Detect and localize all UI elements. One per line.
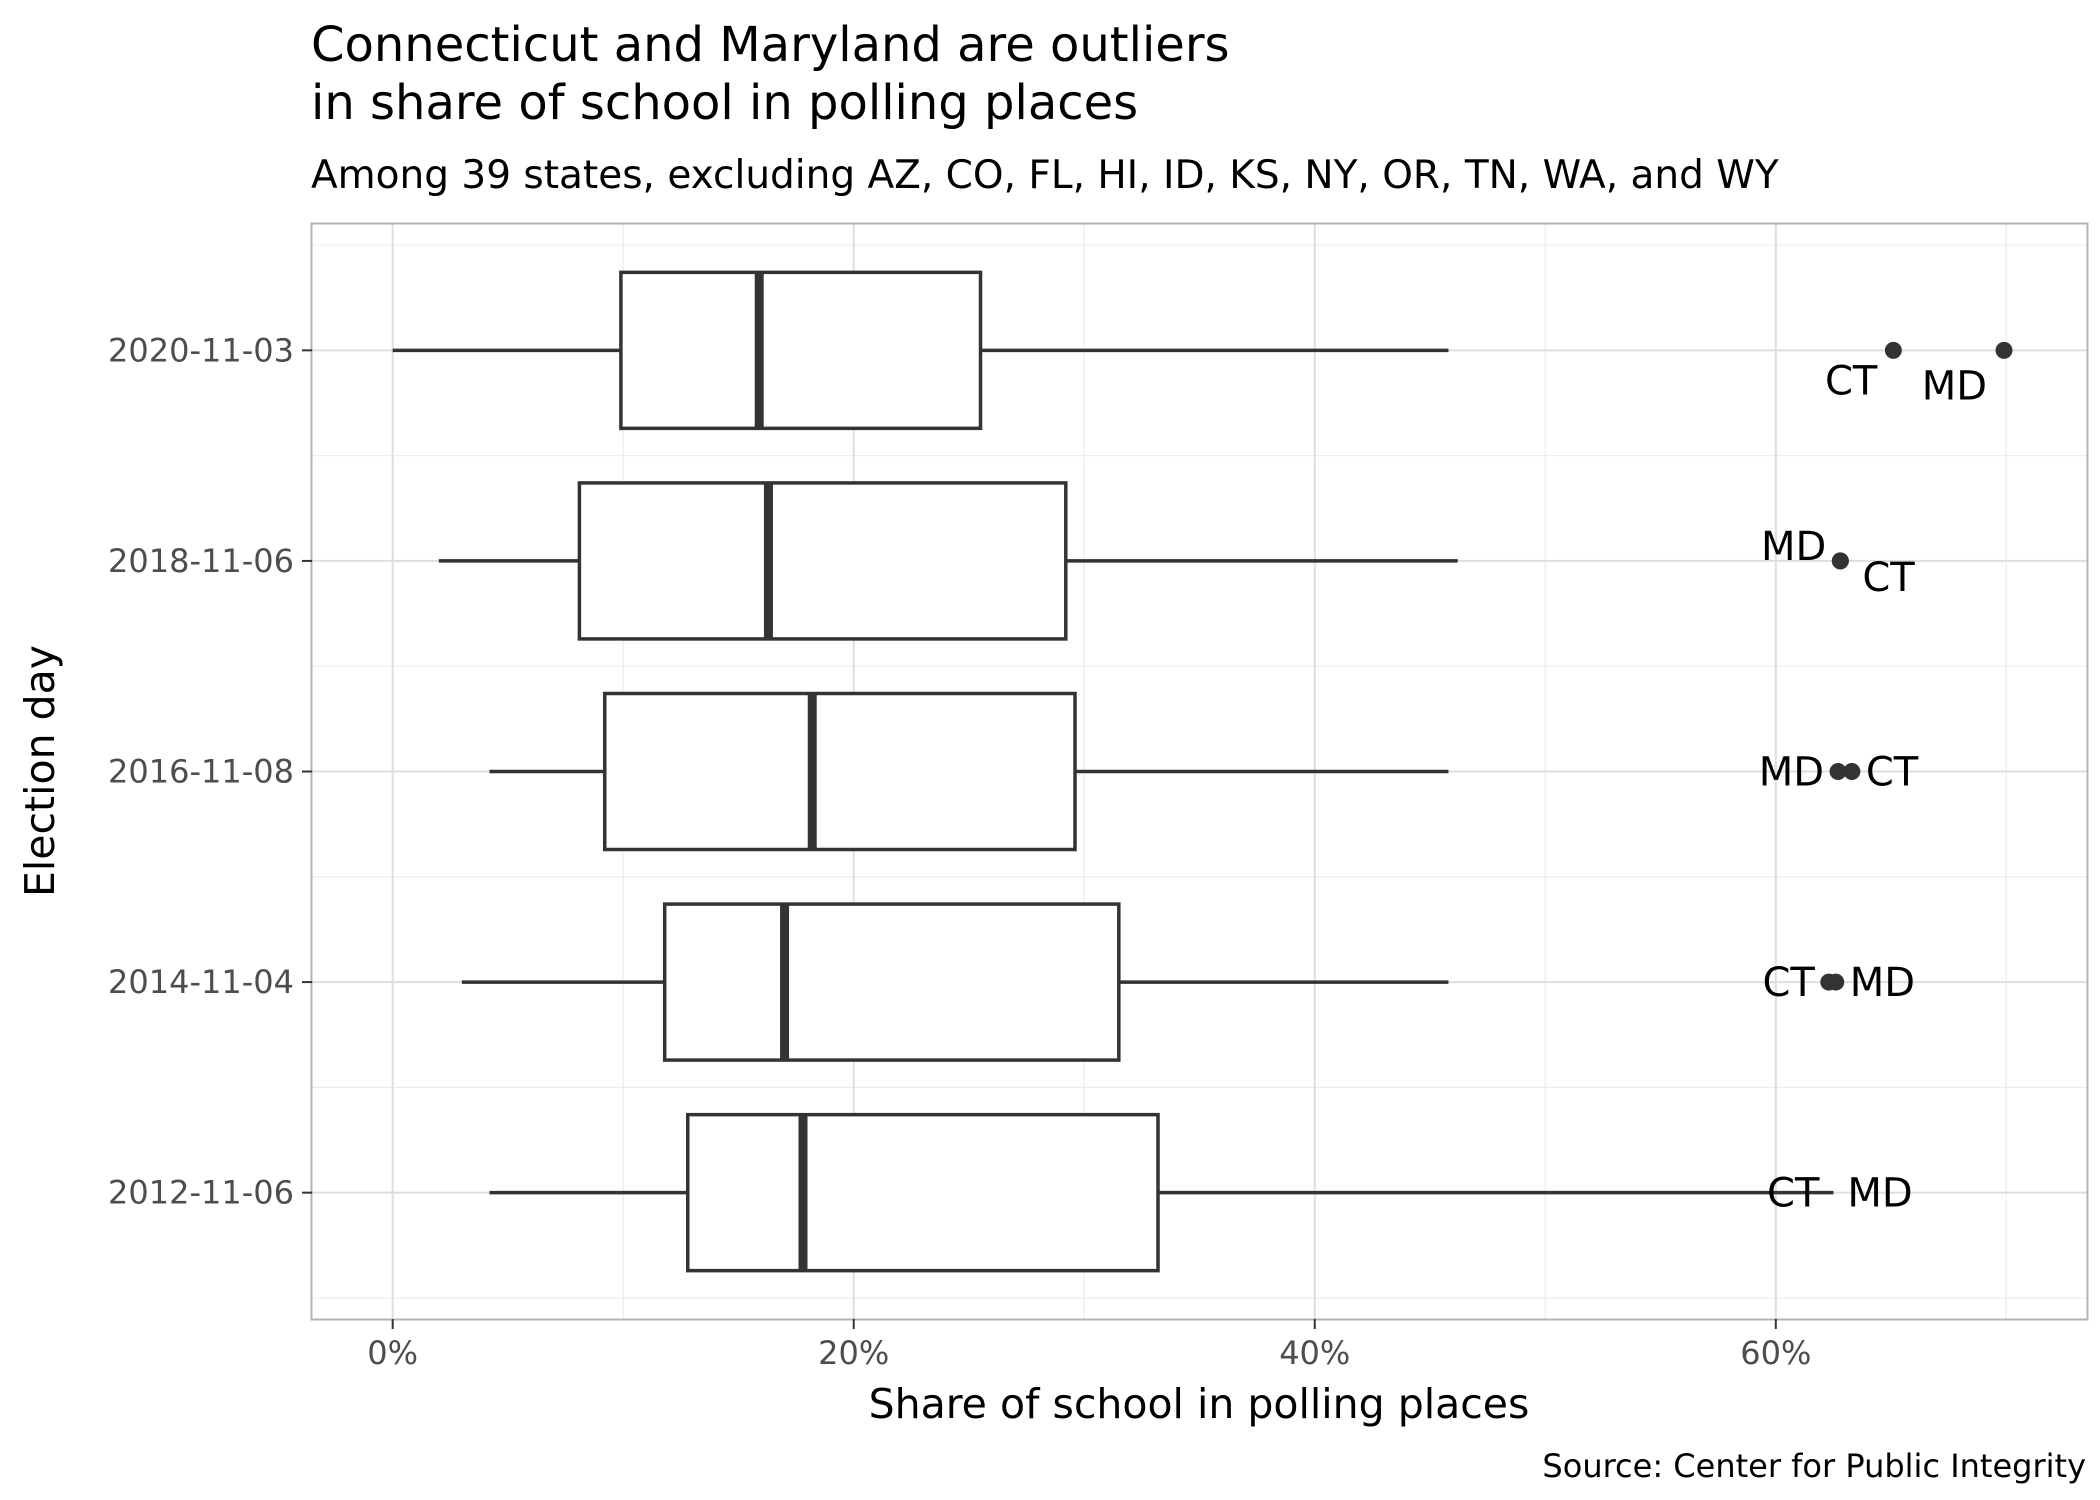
chart-title-line-2: in share of school in polling places [311, 75, 1138, 131]
y-tick-label: 2016-11-08 [108, 753, 294, 791]
outlier-label-ct: CT [1866, 750, 1919, 796]
outlier-label-md: MD [1759, 750, 1824, 796]
outlier-point-md [1829, 763, 1847, 780]
outlier-label-md: MD [1922, 363, 1987, 409]
box-iqr [577, 481, 1068, 641]
y-axis: 2012-11-06 2014-11-04 2016-11-08 2018-11-06… [108, 331, 312, 1212]
x-tick-label: 0% [367, 1334, 418, 1372]
outlier-label-ct: CT [1862, 555, 1915, 601]
outlier-label-ct: CT [1767, 1171, 1820, 1217]
box-2012-11-06: CT MD [489, 1112, 1913, 1273]
box-2020-11-03: CT MD [392, 270, 2013, 431]
x-tick-label: 20% [818, 1334, 889, 1372]
x-tick-label: 60% [1740, 1334, 1811, 1372]
chart-title-line-1: Connecticut and Maryland are outliers [311, 17, 1230, 73]
y-tick-label: 2020-11-03 [108, 331, 294, 369]
y-axis-title: Election day [16, 645, 64, 897]
box-iqr [619, 270, 983, 431]
x-axis: 0% 20% 40% 60% [367, 1319, 1811, 1372]
boxplot-series: CT MD CT MD MD CT MD CT CT MD [392, 270, 2013, 1273]
outlier-label-md: MD [1850, 960, 1915, 1006]
box-iqr [685, 1112, 1160, 1273]
box-2014-11-04: CT MD [461, 902, 1915, 1062]
y-tick-label: 2018-11-06 [108, 542, 294, 580]
outlier-point-ct [1884, 341, 1902, 359]
outlier-label-ct: CT [1762, 960, 1815, 1006]
outlier-label-ct: CT [1825, 358, 1878, 404]
outlier-point-md [1995, 341, 2013, 359]
box-2018-11-06: MD CT [438, 481, 1915, 641]
outlier-label-md: MD [1761, 524, 1826, 570]
box-iqr [662, 902, 1121, 1062]
box-2016-11-08: MD CT [489, 691, 1919, 852]
y-tick-label: 2014-11-04 [108, 963, 294, 1001]
x-tick-label: 40% [1279, 1334, 1350, 1372]
outlier-point-ct [1843, 763, 1861, 780]
caption: Source: Center for Public Integrity [1542, 1447, 2086, 1485]
chart-subtitle: Among 39 states, excluding AZ, CO, FL, H… [311, 153, 1779, 198]
outlier-point-ct [1831, 552, 1849, 570]
y-tick-label: 2012-11-06 [108, 1174, 294, 1212]
x-axis-title: Share of school in polling places [869, 1380, 1530, 1428]
box-iqr [603, 691, 1077, 852]
outlier-label-md: MD [1847, 1171, 1912, 1217]
outlier-point-md [1827, 973, 1845, 991]
